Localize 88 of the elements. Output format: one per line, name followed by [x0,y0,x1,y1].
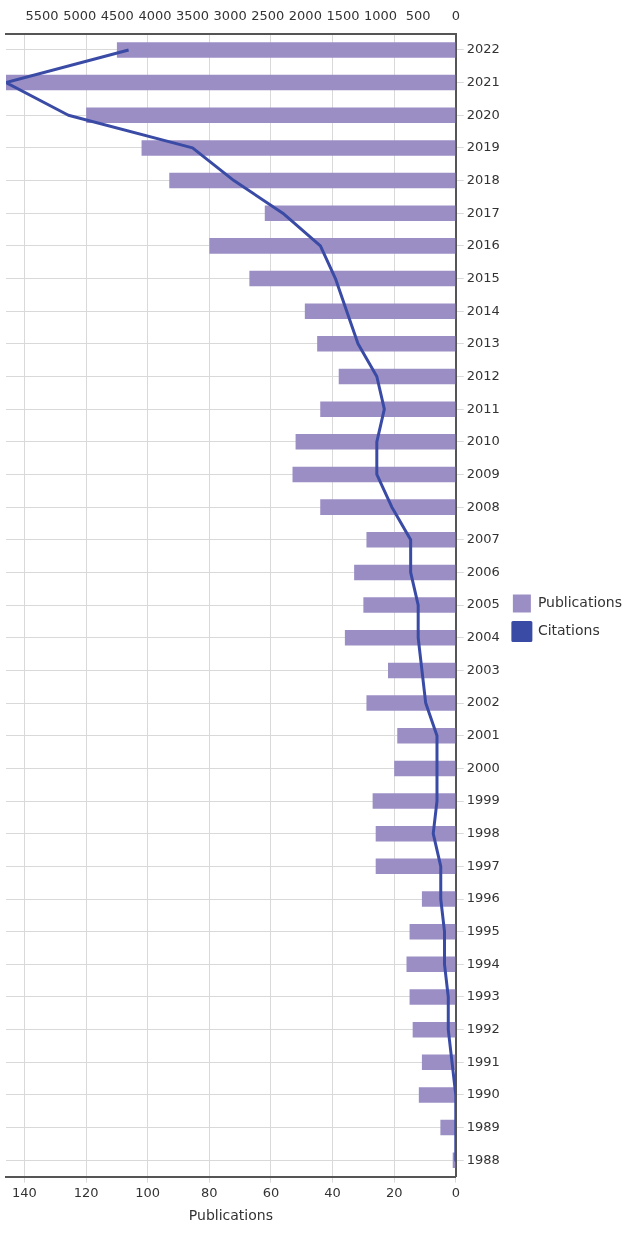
x-tick-label: 100 [135,1184,161,1200]
x2-tick-label: 500 [405,8,431,24]
x-tick-label: 20 [385,1184,403,1200]
x2-tick-label: 3500 [175,8,210,24]
y-tick-label: 1997 [466,857,500,873]
bar [440,1119,456,1136]
bar [366,695,456,711]
bar [375,825,456,842]
y-tick-label: 1998 [466,825,500,841]
x-tick-label: 140 [12,1184,37,1200]
x2-tick-label: 2000 [288,8,322,24]
bar [141,140,456,156]
x2-tick-label: 1000 [364,8,398,24]
bar [344,630,456,646]
y-tick-label: 2006 [466,563,500,579]
x-tick-label: 40 [324,1184,341,1200]
x2-tick-label: 4500 [100,8,134,24]
y-tick-label: 2008 [466,498,500,514]
bar [320,401,456,417]
y-tick-label: 2022 [466,41,500,57]
y-tick-label: 2019 [466,139,500,155]
y-tick-label: 2021 [466,73,500,89]
legend-label: Citations [537,622,600,639]
x2-tick-label: 5000 [63,8,97,24]
y-tick-label: 1989 [466,1118,500,1134]
bar [320,499,456,515]
x-axis-title: Publications [188,1207,273,1224]
y-tick-label: 1992 [466,1021,500,1037]
y-tick-label: 2000 [466,759,500,775]
bar [209,238,456,254]
y-tick-label: 2018 [466,171,500,187]
bar [317,336,456,352]
bar [292,466,456,483]
bar [363,597,456,613]
x-tick-label: 0 [451,1184,460,1200]
bar [86,107,456,123]
x2-tick-label: 1500 [326,8,360,24]
x2-tick-label: 0 [451,8,460,24]
y-tick-label: 2005 [466,596,500,612]
bar [338,368,456,385]
bar [354,564,456,581]
y-tick-label: 1990 [466,1086,500,1102]
y-tick-label: 2009 [466,465,500,481]
bar [366,532,456,548]
y-tick-label: 1995 [466,923,500,939]
y-tick-label: 2011 [466,400,500,416]
y-tick-label: 1996 [466,890,500,906]
x2-tick-label: 3000 [213,8,247,24]
bar [264,205,456,221]
y-tick-label: 1993 [466,988,500,1004]
bar [249,270,456,287]
y-tick-label: 2004 [466,629,500,645]
bar [388,662,456,679]
x-tick-label: 120 [73,1184,99,1200]
bar [394,760,456,777]
y-tick-label: 2014 [466,302,500,318]
y-tick-label: 2017 [466,204,500,220]
y-tick-label: 1994 [466,955,500,971]
x-tick-label: 60 [262,1184,280,1200]
y-tick-label: 2003 [466,661,500,677]
bar [409,989,456,1005]
x2-tick-label: 5500 [25,8,59,24]
y-tick-label: 1991 [466,1053,500,1069]
y-tick-label: 2012 [466,367,500,383]
bar [304,303,456,319]
y-tick-label: 2002 [466,694,500,710]
y-tick-label: 2015 [466,269,500,285]
x-tick-label: 80 [201,1184,218,1200]
bar [6,74,456,91]
legend-label: Publications [537,594,622,611]
y-tick-label: 1999 [466,792,500,808]
bar [116,42,456,58]
bar [169,172,456,189]
bar [295,434,456,450]
y-tick-label: 2013 [466,335,500,351]
y-tick-label: 2007 [466,531,500,547]
y-tick-label: 2001 [466,727,500,743]
y-tick-label: 2020 [466,106,500,122]
bar [421,891,456,907]
bar [418,1087,456,1103]
y-tick-label: 2010 [466,433,500,449]
x2-tick-label: 2500 [251,8,285,24]
y-tick-label: 1988 [466,1151,500,1167]
y-tick-label: 2016 [466,237,500,253]
x2-tick-label: 4000 [138,8,172,24]
bar [397,727,456,744]
bar [375,858,456,875]
bar [372,793,456,809]
